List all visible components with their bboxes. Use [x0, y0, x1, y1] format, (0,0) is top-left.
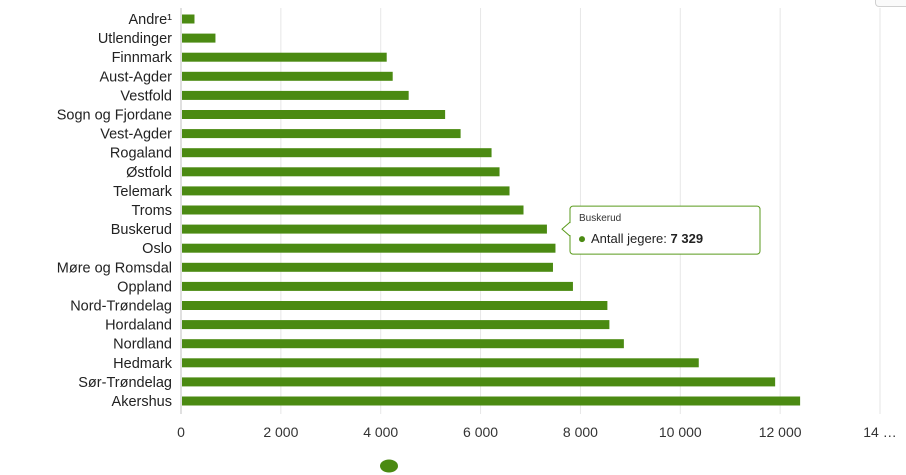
category-label: Rogaland	[110, 146, 172, 162]
bar[interactable]	[182, 358, 699, 368]
legend-marker[interactable]	[380, 459, 398, 473]
bar[interactable]	[182, 377, 776, 387]
tooltip: Buskerud Antall jegere: 7 329	[561, 205, 761, 255]
category-label: Aust-Agder	[99, 69, 172, 85]
category-label: Hordaland	[105, 318, 172, 334]
top-corner-control[interactable]	[875, 0, 906, 7]
bar[interactable]	[182, 243, 556, 253]
category-label: Vest-Agder	[100, 127, 172, 143]
tooltip-title: Buskerud	[579, 213, 621, 224]
category-label: Finnmark	[112, 50, 173, 66]
category-label: Andre¹	[128, 12, 172, 28]
bar[interactable]	[182, 167, 500, 177]
tooltip-value: 7 329	[671, 231, 704, 246]
category-label: Hedmark	[113, 356, 173, 372]
category-label: Nord-Trøndelag	[70, 299, 172, 315]
category-label: Nordland	[113, 337, 172, 353]
tooltip-pointer	[561, 221, 571, 237]
bar[interactable]	[182, 148, 492, 158]
tooltip-pointer-mask	[569, 223, 572, 236]
tooltip-separator: :	[663, 231, 670, 246]
bar[interactable]	[182, 396, 801, 406]
bar[interactable]	[182, 90, 409, 100]
bars	[182, 14, 801, 406]
category-labels: Andre¹ Utlendinger Finnmark Aust-Agder Vestf…	[57, 12, 173, 410]
category-label: Sogn og Fjordane	[57, 108, 172, 124]
bar[interactable]	[182, 339, 624, 349]
category-label: Møre og Romsdal	[57, 260, 172, 276]
category-label: Vestfold	[120, 88, 172, 104]
bar[interactable]	[182, 71, 393, 81]
x-tick-label: 12 000	[759, 424, 802, 440]
bar[interactable]	[182, 320, 610, 330]
x-axis-ticks: 0 2 000 4 000 6 000 8 000 10 000 12 000 14 …	[177, 424, 897, 440]
category-label: Buskerud	[111, 222, 172, 238]
bar[interactable]	[182, 262, 553, 272]
x-tick-label: 0	[177, 424, 185, 440]
bar[interactable]	[182, 33, 216, 43]
x-tick-label: 6 000	[463, 424, 498, 440]
category-label: Akershus	[112, 394, 172, 410]
x-tick-label: 10 000	[659, 424, 702, 440]
bar[interactable]	[182, 205, 524, 215]
bar[interactable]	[182, 52, 387, 62]
bar[interactable]	[182, 110, 446, 119]
category-label: Utlendinger	[98, 31, 172, 47]
x-tick-label: 4 000	[363, 424, 398, 440]
bar[interactable]	[182, 14, 195, 24]
x-tick-label: 2 000	[263, 424, 298, 440]
category-label: Sør-Trøndelag	[78, 375, 172, 391]
x-tick-label: 14 …	[863, 424, 896, 440]
bar[interactable]	[182, 129, 461, 139]
category-label: Østfold	[126, 165, 172, 181]
category-label: Troms	[131, 203, 172, 219]
bar[interactable]	[182, 186, 510, 196]
category-label: Telemark	[113, 184, 173, 200]
x-tick-label: 8 000	[563, 424, 598, 440]
tooltip-series-label: Antall jegere: 7 329	[591, 231, 703, 246]
bar[interactable]	[182, 301, 608, 310]
category-label: Oppland	[117, 279, 172, 295]
category-label: Oslo	[142, 241, 172, 257]
legend[interactable]	[380, 459, 398, 473]
tooltip-series-dot	[579, 236, 585, 243]
bar[interactable]	[182, 281, 573, 291]
tooltip-series-name: Antall jegere	[591, 231, 663, 246]
bar[interactable]	[182, 224, 547, 234]
